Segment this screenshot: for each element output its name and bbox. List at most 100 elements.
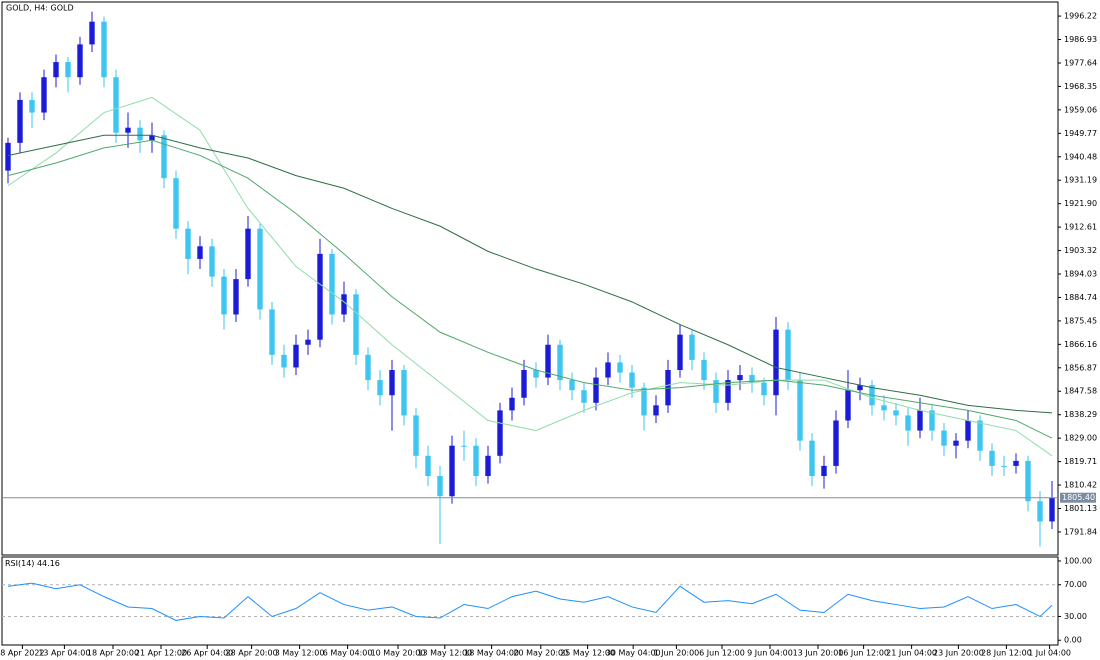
candle-body (797, 380, 803, 441)
candle-body (281, 354, 287, 368)
x-tick-label: 30 May 04:00 (606, 649, 661, 658)
candle-body (557, 344, 563, 381)
candle-body (833, 420, 839, 466)
candle-body (257, 228, 263, 310)
candle-body (713, 380, 719, 403)
y-tick-label: 1940.48 (1064, 152, 1097, 161)
candle-body (605, 362, 611, 378)
candle-body (593, 377, 599, 403)
candle-body (917, 410, 923, 431)
moving-average (7, 134, 1053, 414)
candle-body (221, 276, 227, 315)
candle-body (809, 440, 815, 476)
candle-body (413, 415, 419, 456)
candle-body (89, 21, 95, 45)
candle-body (749, 375, 755, 383)
x-tick-label: 26 Apr 04:00 (181, 649, 233, 658)
candle-body (1013, 460, 1019, 466)
candle-body (137, 127, 143, 141)
candle-body (485, 455, 491, 476)
x-tick-label: 8 Apr 2022 (0, 649, 44, 658)
candle-body (509, 397, 515, 411)
candle-body (77, 44, 83, 78)
candle-body (617, 362, 623, 373)
candle-body (665, 369, 671, 406)
candle-body (881, 405, 887, 411)
x-tick-label: 6 May 04:00 (323, 649, 373, 658)
candle-body (17, 99, 23, 143)
candle-body (761, 382, 767, 396)
candle-body (545, 344, 551, 378)
x-tick-label: 18 May 04:00 (464, 649, 519, 658)
y-tick-label: 1791.84 (1064, 527, 1097, 536)
candle-body (857, 385, 863, 391)
candle-body (1049, 497, 1055, 522)
y-tick-label: 1912.61 (1064, 223, 1097, 232)
last-price-box (1060, 492, 1096, 503)
candle-body (773, 329, 779, 396)
moving-average (7, 96, 1053, 457)
y-tick-label: 1894.03 (1064, 270, 1097, 279)
y-tick-label: 1847.58 (1064, 387, 1097, 396)
candle-body (329, 253, 335, 315)
candle-body (581, 390, 587, 403)
y-tick-label: 1931.19 (1064, 176, 1097, 185)
y-tick-label: 1977.64 (1064, 58, 1097, 67)
candle-body (533, 369, 539, 378)
candle-body (1037, 501, 1043, 522)
x-tick-label: 28 Apr 20:00 (226, 649, 278, 658)
x-tick-label: 13 Apr 04:00 (38, 649, 90, 658)
x-tick-label: 18 Apr 20:00 (87, 649, 139, 658)
y-tick-label: 1996.22 (1064, 12, 1097, 21)
rsi-line (7, 582, 1053, 621)
y-tick-label: 1903.32 (1064, 246, 1097, 255)
candle-body (965, 420, 971, 441)
candle-body (197, 246, 203, 259)
x-tick-label: 1 Jul 04:00 (1028, 649, 1071, 658)
candle-body (569, 380, 575, 391)
y-tick-label: 30.00 (1064, 612, 1087, 621)
candle-body (929, 410, 935, 431)
candle-body (989, 450, 995, 466)
candle-body (5, 142, 11, 171)
candle-body (41, 77, 47, 113)
y-tick-label: 1968.35 (1064, 82, 1097, 91)
last-price-label: 1805.40 (1062, 493, 1095, 502)
rsi-panel (1, 556, 1059, 646)
x-tick-label: 13 Jun 20:00 (793, 649, 844, 658)
x-tick-label: 21 Apr 12:00 (135, 649, 187, 658)
candle-body (437, 476, 443, 497)
candle-body (905, 415, 911, 431)
candle-body (113, 77, 119, 133)
candle-body (377, 380, 383, 396)
x-tick-label: 6 Jun 12:00 (699, 649, 745, 658)
y-tick-label: 1819.71 (1064, 457, 1097, 466)
candle-body (101, 21, 107, 78)
candle-body (461, 445, 467, 447)
y-tick-label: 1810.42 (1064, 481, 1097, 490)
candle-body (497, 410, 503, 456)
rsi-last-value: 44.16 (37, 559, 60, 568)
y-tick-label: 1884.74 (1064, 293, 1097, 302)
candle-body (341, 294, 347, 315)
y-tick-label: 1875.45 (1064, 316, 1097, 325)
candle-body (953, 440, 959, 446)
candle-body (893, 410, 899, 416)
candle-body (821, 465, 827, 476)
candle-body (269, 309, 275, 355)
moving-average (7, 139, 1053, 439)
candle-body (425, 455, 431, 476)
candle-body (389, 369, 395, 396)
candle-body (845, 390, 851, 421)
candle-body (653, 405, 659, 416)
candle-body (1025, 460, 1031, 502)
candle-body (185, 228, 191, 259)
candle-body (449, 445, 455, 497)
candle-body (941, 430, 947, 446)
rsi-name: RSI(14) (5, 559, 34, 568)
candle-body (293, 344, 299, 368)
x-tick-label: 3 May 12:00 (275, 649, 325, 658)
y-tick-label: 70.00 (1064, 580, 1087, 589)
x-tick-label: 10 May 20:00 (371, 649, 426, 658)
